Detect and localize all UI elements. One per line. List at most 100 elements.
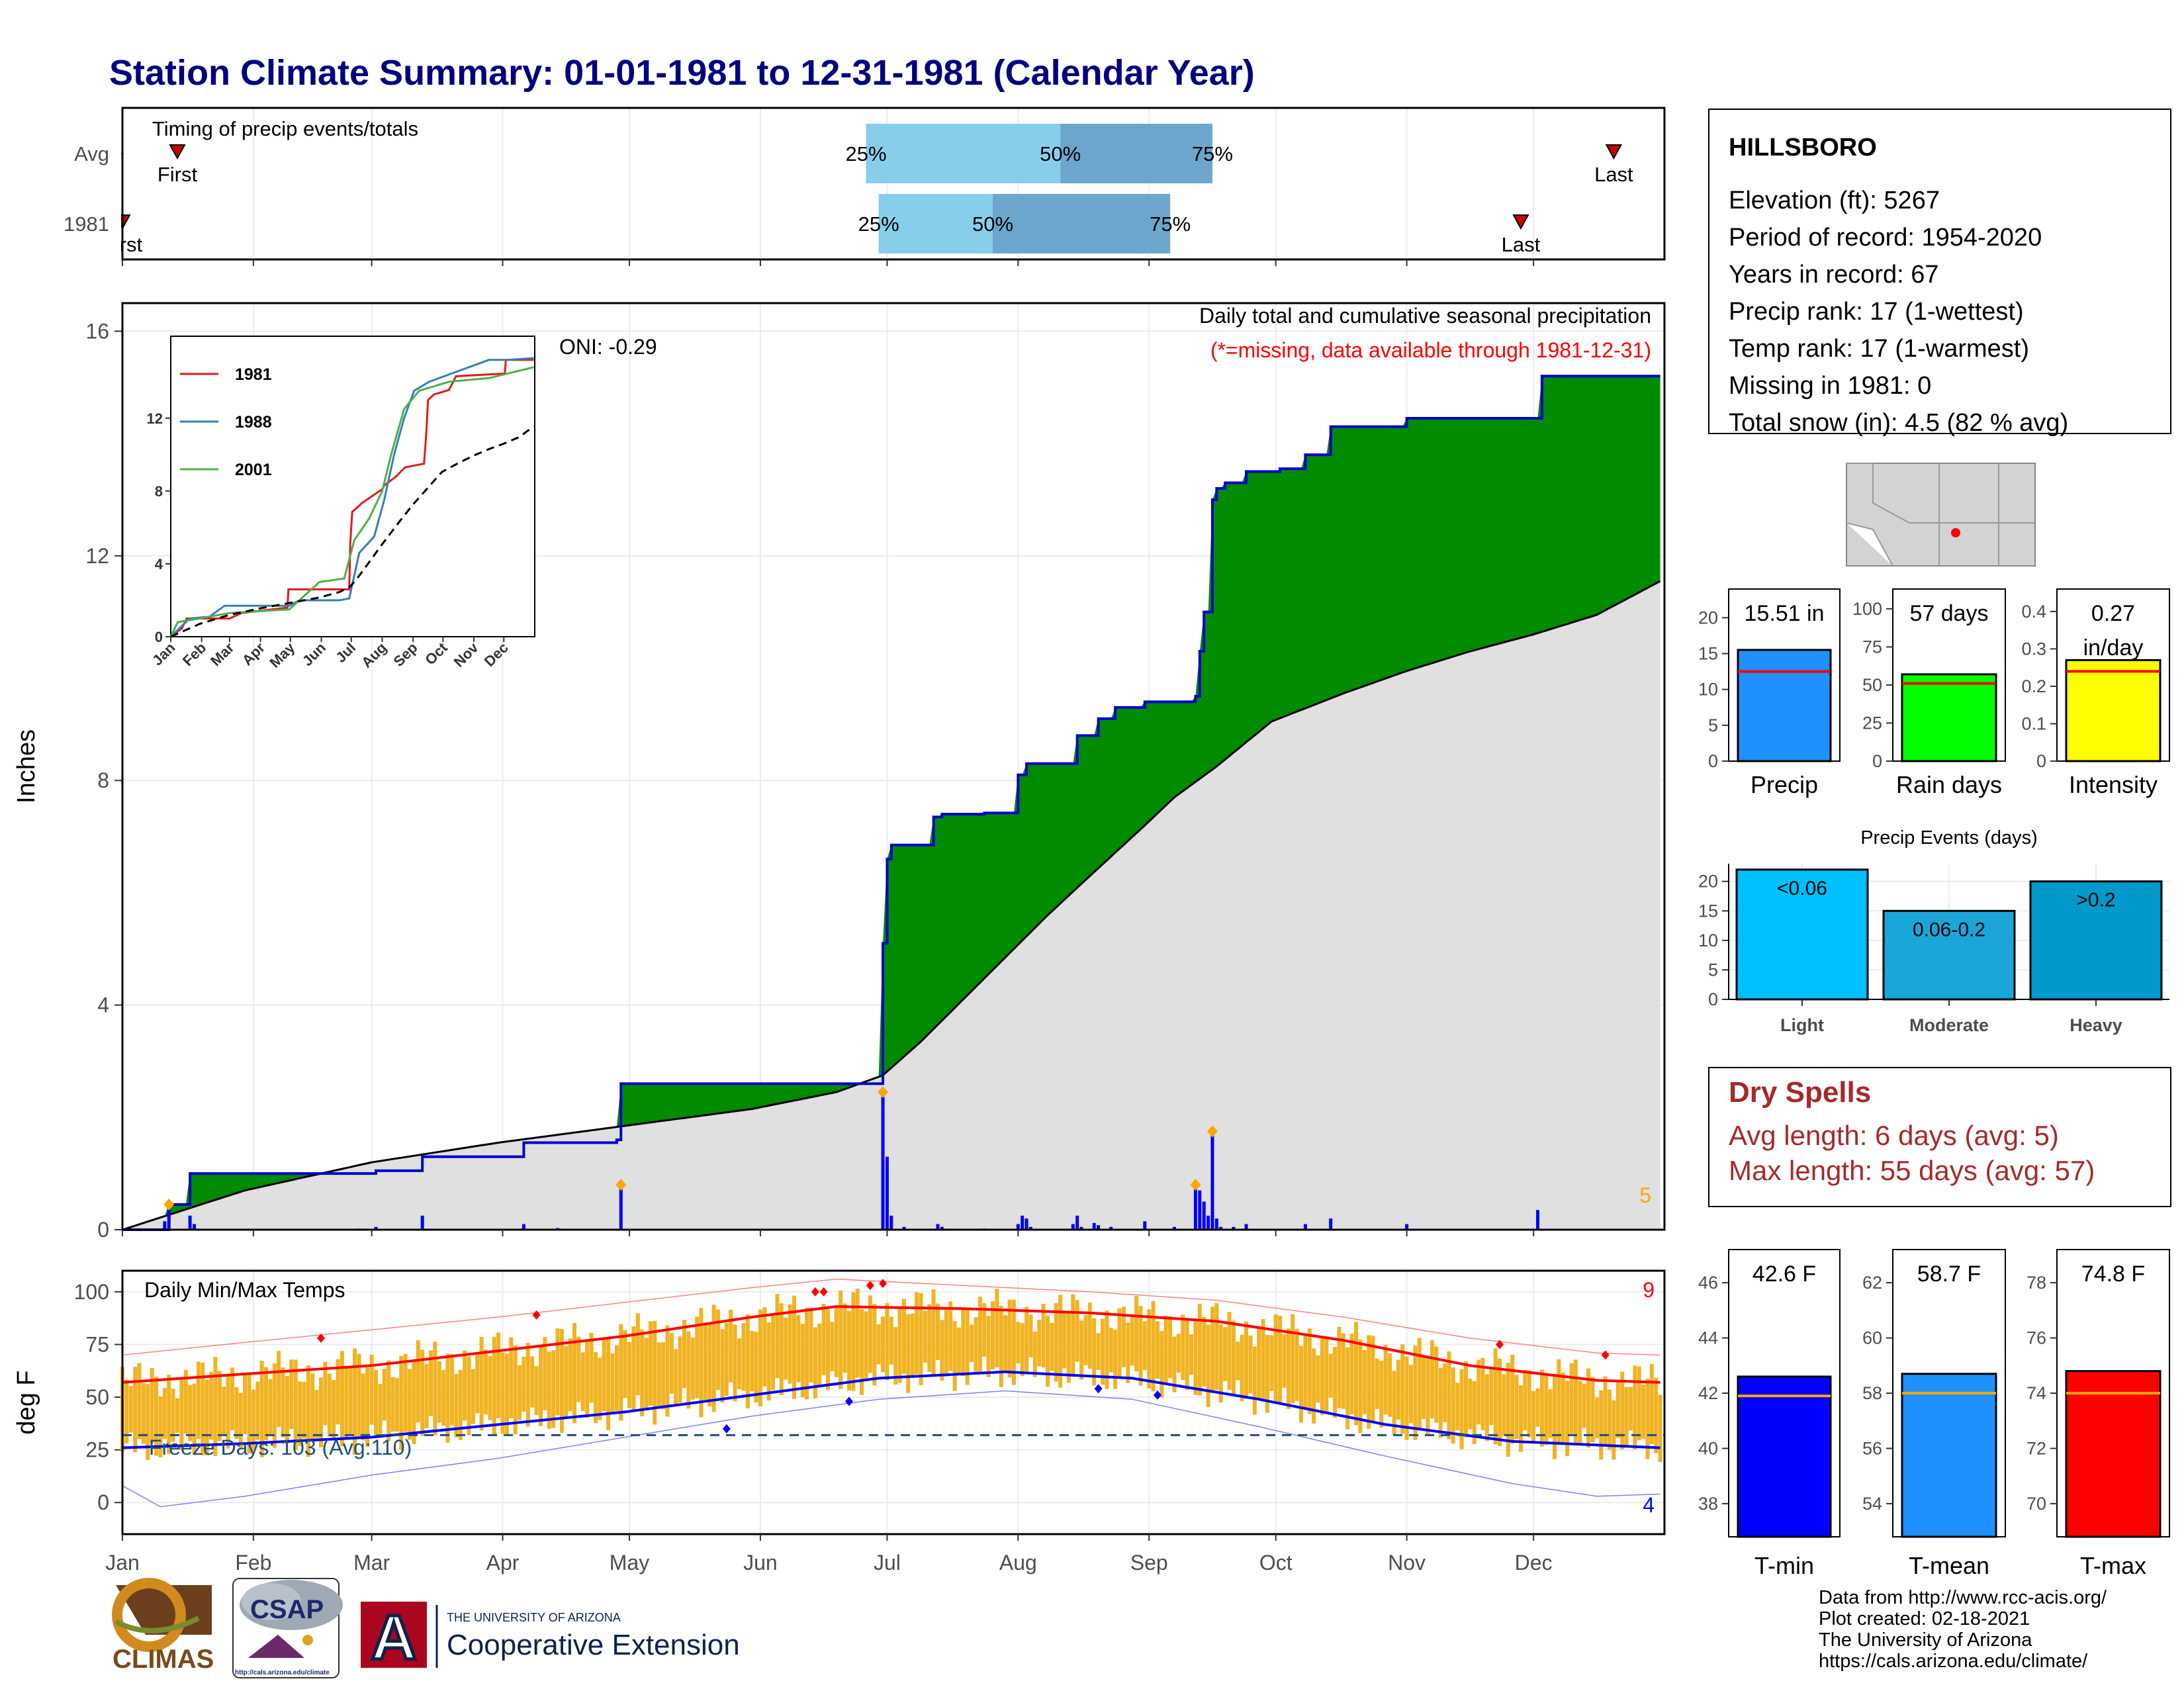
timing-row-label: 1981	[64, 212, 109, 236]
record-low-marker	[722, 1424, 731, 1434]
temp-ytick-label: 75	[85, 1332, 109, 1356]
record-high-marker	[1496, 1340, 1504, 1349]
daily-precip-bar	[881, 1092, 885, 1230]
bar-ytick-label: 46	[1698, 1273, 1718, 1293]
freeze-days-label: Freeze Days: 103 (Avg:110)	[149, 1436, 412, 1459]
record-low-marker	[1153, 1390, 1161, 1400]
cold-count-label: 4	[1643, 1493, 1655, 1517]
timing-panel: Timing of precip events/totals Avg 25% 50% 7…	[43, 107, 1666, 266]
precip-ytick-label: 16	[85, 319, 109, 343]
daily-precip-bar	[1016, 1224, 1020, 1230]
bar-ytick-label: 15	[1698, 644, 1718, 664]
daily-precip-bar	[1079, 1226, 1083, 1230]
bar-ytick-label: 75	[1862, 637, 1882, 657]
oni-label: ONI: -0.29	[559, 335, 657, 359]
record-high-marker	[866, 1281, 874, 1291]
locator-map	[1846, 463, 2036, 567]
precip-note: (*=missing, data available through 1981-…	[1210, 338, 1651, 362]
timing-last-label: Last	[1502, 233, 1541, 256]
summary-bar-Rain days	[1901, 673, 1997, 762]
daily-precip-bar	[1097, 1225, 1101, 1230]
inset-series-line-average	[170, 425, 535, 638]
station-line: Precip rank: 17 (1-wettest)	[1729, 298, 2024, 326]
daily-precip-bar	[885, 1156, 889, 1230]
events-bar-heavy	[2029, 880, 2163, 1001]
precip-count-label: 5	[1639, 1183, 1651, 1207]
precip-ytick-label: 0	[97, 1218, 109, 1242]
summary-bar-category: T-min	[1754, 1552, 1814, 1579]
average-max-line	[122, 1305, 1661, 1384]
daily-precip-bar	[1206, 1215, 1210, 1230]
station-line: Missing in 1981: 0	[1729, 372, 1931, 400]
record-high-marker	[1601, 1350, 1610, 1360]
daily-precip-bar	[1329, 1218, 1333, 1230]
timing-last-label: Last	[1594, 163, 1633, 186]
daily-precip-bar	[1535, 1210, 1539, 1230]
timing-first-label: First	[158, 163, 198, 186]
month-label: Dec	[1515, 1551, 1553, 1575]
bar-ytick-label: 0.3	[2021, 639, 2046, 659]
daily-precip-bar	[1193, 1185, 1197, 1230]
dry-spells-title: Dry Spells	[1729, 1076, 1871, 1109]
daily-precip-bar	[1071, 1224, 1075, 1230]
summary-bar-value: 58.7 F	[1917, 1261, 1981, 1287]
record-max-line	[122, 1278, 1661, 1356]
ua-big-text: Cooperative Extension	[447, 1629, 740, 1661]
summary-bar-value: 42.6 F	[1752, 1261, 1816, 1287]
month-label: Feb	[235, 1551, 271, 1575]
precip-ylabel: Inches	[13, 729, 40, 803]
events-bar-label: 0.06-0.2	[1913, 919, 1985, 940]
events-bar-moderate	[1882, 909, 2016, 1001]
bar-ytick-label: 78	[2026, 1273, 2046, 1293]
footer-line: Data from http://www.rcc-acis.org/	[1819, 1587, 2107, 1608]
csap-wordmark: CSAP	[250, 1595, 324, 1624]
timing-p25: 25%	[845, 142, 886, 165]
ua-small-text: THE UNIVERSITY OF ARIZONA	[447, 1611, 621, 1624]
precip-highlight-marker	[1190, 1179, 1201, 1191]
month-label: Oct	[1259, 1551, 1293, 1575]
footer-line: Plot created: 02-18-2021	[1819, 1608, 2030, 1629]
precip-ytick-label: 4	[97, 993, 109, 1017]
daily-precip-bar	[1244, 1224, 1248, 1230]
daily-precip-bar	[619, 1185, 623, 1230]
inset-series-line-1988	[169, 357, 534, 638]
bar-ytick-label: 54	[1862, 1494, 1882, 1514]
events-category-label: Moderate	[1909, 1015, 1989, 1035]
summary-bar-category: Precip	[1751, 771, 1818, 798]
record-high-marker	[317, 1333, 326, 1343]
month-label: Apr	[486, 1551, 520, 1575]
bar-ytick-label: 20	[1698, 608, 1718, 627]
temp-frame	[121, 1269, 1666, 1535]
inset-ytick-label: 4	[155, 556, 163, 572]
page-title: Station Climate Summary: 01-01-1981 to 1…	[109, 53, 1255, 93]
daily-precip-bar	[902, 1226, 906, 1230]
timing-left-margin	[43, 148, 121, 259]
precip-above-average-area	[122, 376, 1661, 1230]
timing-first-marker	[169, 144, 186, 160]
precip-highlight-marker	[1206, 1125, 1218, 1138]
temp-ytick-label: 25	[85, 1438, 109, 1462]
inset-legend-label: 2001	[235, 461, 272, 479]
bar-ytick-label: 70	[2026, 1494, 2046, 1514]
daily-precip-bar	[420, 1215, 424, 1230]
daily-precip-bar	[936, 1224, 940, 1230]
daily-precip-bar	[940, 1226, 944, 1230]
timing-row-label: Avg	[74, 142, 109, 165]
summary-bar-value: 57 days	[1909, 601, 1988, 626]
station-line: Period of record: 1954-2020	[1729, 224, 2042, 251]
climas-wordmark: CLIMAS	[113, 1645, 214, 1674]
temp-ylabel: deg F	[13, 1370, 40, 1434]
daily-precip-bar	[1143, 1221, 1147, 1230]
temp-title: Daily Min/Max Temps	[144, 1278, 345, 1302]
daily-precip-bar	[1202, 1201, 1206, 1230]
precip-highlight-marker	[163, 1198, 175, 1211]
timing-bar-50-75	[993, 194, 1171, 253]
month-label: Mar	[353, 1551, 390, 1575]
daily-precip-bar	[193, 1224, 197, 1230]
summary-bar-Intensity	[2065, 659, 2161, 762]
month-label: Aug	[999, 1551, 1037, 1575]
station-info-box: HILLSBORO Elevation (ft): 5267 Period of…	[1708, 109, 2171, 437]
daily-precip-bar	[1210, 1131, 1214, 1230]
month-label: Nov	[1388, 1551, 1426, 1575]
